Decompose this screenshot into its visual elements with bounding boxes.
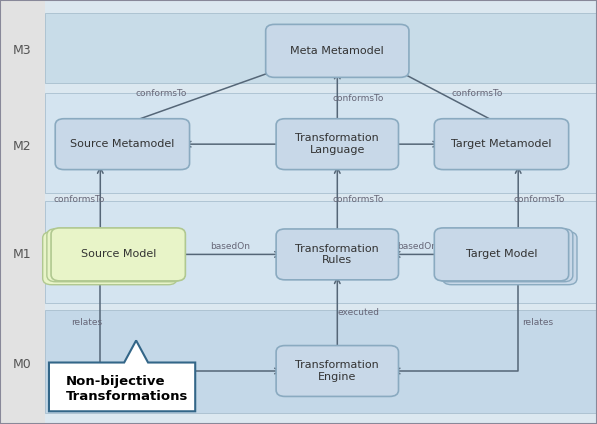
Text: Meta Metamodel: Meta Metamodel — [290, 46, 384, 56]
FancyBboxPatch shape — [438, 229, 573, 282]
FancyBboxPatch shape — [51, 228, 185, 281]
Text: conformsTo: conformsTo — [54, 195, 105, 204]
Text: executed: executed — [337, 308, 379, 318]
FancyBboxPatch shape — [434, 119, 568, 170]
Text: conformsTo: conformsTo — [513, 195, 565, 204]
Text: conformsTo: conformsTo — [333, 195, 384, 204]
Text: conformsTo: conformsTo — [333, 94, 384, 103]
FancyBboxPatch shape — [434, 228, 568, 281]
Polygon shape — [49, 340, 195, 411]
FancyBboxPatch shape — [55, 119, 189, 170]
Text: M2: M2 — [13, 140, 32, 153]
FancyBboxPatch shape — [45, 0, 597, 424]
FancyBboxPatch shape — [45, 93, 597, 193]
Text: Non-bijective
Transformations: Non-bijective Transformations — [66, 375, 188, 403]
Text: basedOn: basedOn — [396, 242, 437, 251]
FancyBboxPatch shape — [47, 229, 181, 282]
FancyBboxPatch shape — [0, 0, 45, 424]
Text: Source Metamodel: Source Metamodel — [70, 139, 174, 149]
Text: Source Model: Source Model — [81, 249, 156, 259]
FancyBboxPatch shape — [442, 232, 577, 285]
Text: Target Model: Target Model — [466, 249, 537, 259]
FancyBboxPatch shape — [266, 24, 409, 77]
Text: M1: M1 — [13, 248, 32, 261]
Text: relates: relates — [522, 318, 553, 327]
Text: Transformation
Language: Transformation Language — [296, 134, 379, 155]
Text: conformsTo: conformsTo — [452, 89, 503, 98]
Text: relates: relates — [71, 318, 102, 327]
Text: M3: M3 — [13, 44, 32, 56]
FancyBboxPatch shape — [276, 346, 398, 396]
Text: Transformation
Engine: Transformation Engine — [296, 360, 379, 382]
FancyBboxPatch shape — [45, 201, 597, 303]
Text: Transformation
Rules: Transformation Rules — [296, 244, 379, 265]
Text: conformsTo: conformsTo — [136, 89, 187, 98]
FancyBboxPatch shape — [45, 13, 597, 83]
Text: Target Metamodel: Target Metamodel — [451, 139, 552, 149]
FancyBboxPatch shape — [45, 310, 597, 413]
Text: M0: M0 — [13, 358, 32, 371]
Text: basedOn: basedOn — [210, 242, 250, 251]
FancyBboxPatch shape — [43, 232, 177, 285]
FancyBboxPatch shape — [276, 119, 398, 170]
FancyBboxPatch shape — [276, 229, 398, 280]
